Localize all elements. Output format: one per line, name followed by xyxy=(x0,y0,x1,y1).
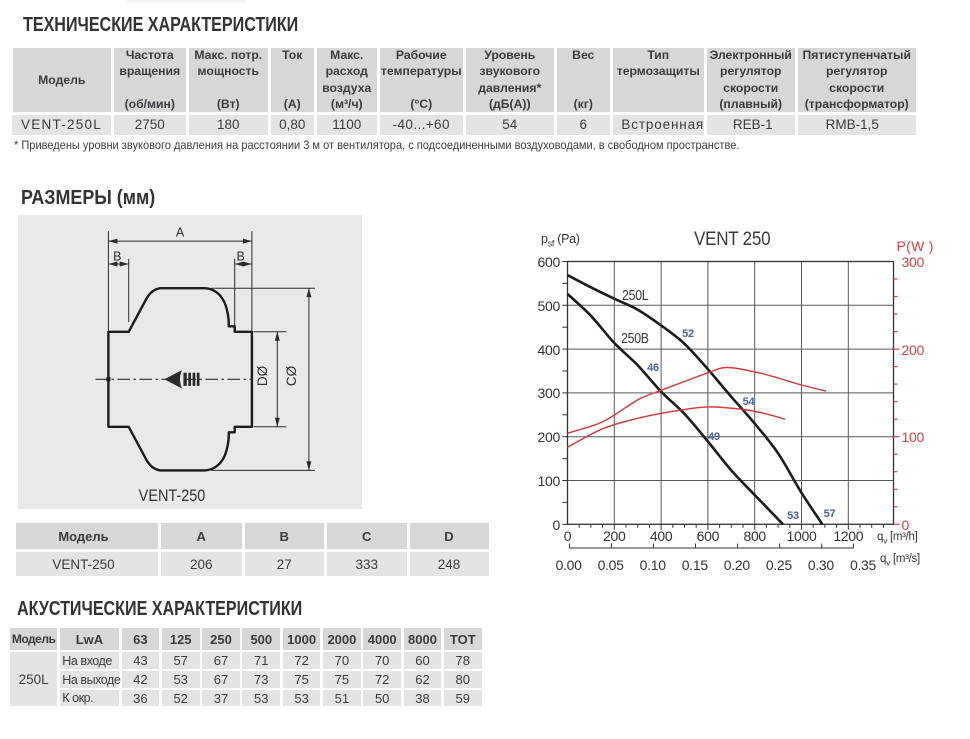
svg-text:VENT-250: VENT-250 xyxy=(138,487,205,505)
svg-text:DØ: DØ xyxy=(255,365,270,386)
svg-text:B: B xyxy=(236,249,244,263)
svg-text:CØ: CØ xyxy=(284,365,299,386)
svg-text:B: B xyxy=(113,249,121,263)
svg-text:A: A xyxy=(175,226,184,240)
